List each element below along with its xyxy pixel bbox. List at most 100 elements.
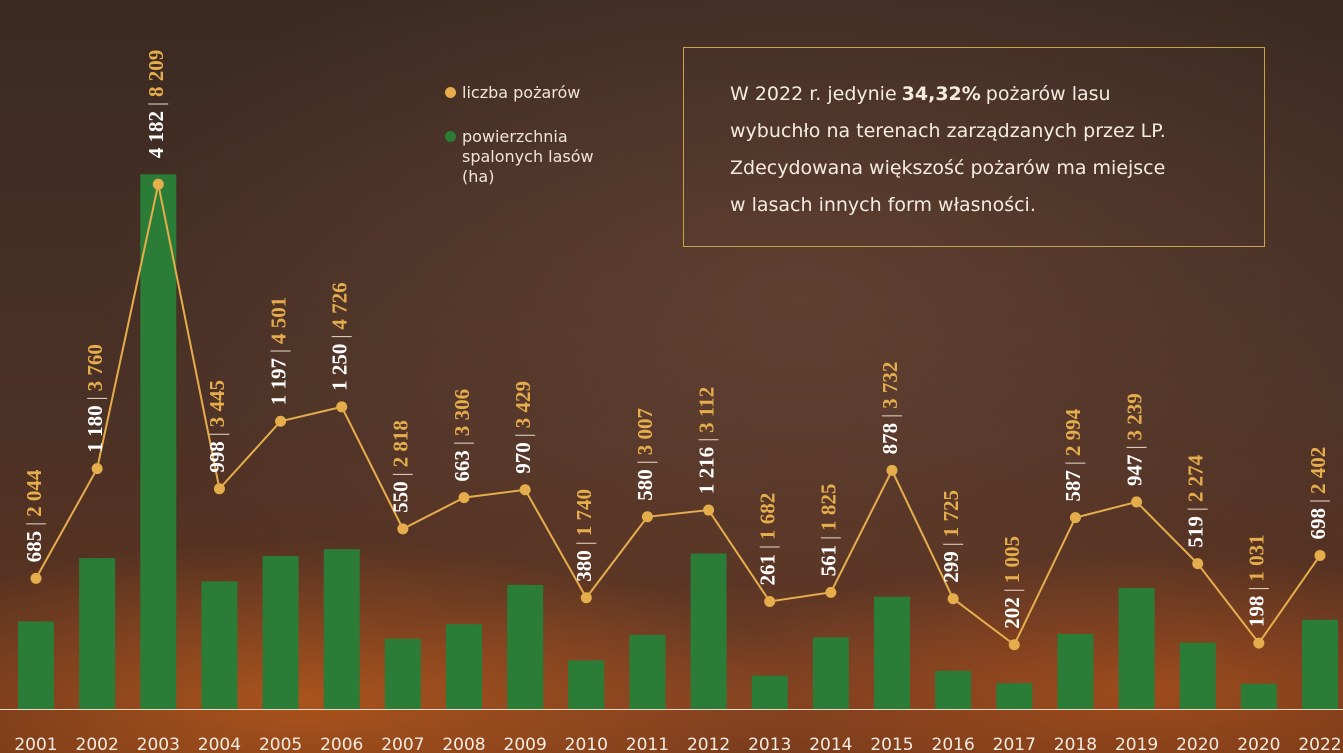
value-label: 2 274 [1184,454,1208,502]
value-label: 4 501 [266,297,290,344]
value-label: 4 182 [144,111,168,158]
line-point [764,596,775,607]
value-label: 1 180 [83,405,107,452]
legend-label: powierzchnia spalonych lasów (ha) [462,127,594,186]
x-tick-label: 2022 [1298,735,1341,753]
value-label: 947 [1122,454,1146,486]
line-point [825,587,836,598]
line-point [642,511,653,522]
bar [935,671,971,709]
value-label: 2 402 [1306,447,1330,494]
legend-item: liczba pożarów [462,83,580,103]
value-label: 4 726 [328,282,352,329]
bar [996,683,1032,709]
x-tick-label: 2003 [137,735,180,753]
bar [79,558,115,709]
value-label: 1 740 [572,489,596,536]
value-label: 3 007 [633,408,657,455]
value-label: 1 682 [756,493,780,540]
line-point [275,416,286,427]
info-text: Zdecydowana większość pożarów ma miejsce [730,157,1165,179]
legend-dot [445,131,456,142]
bar [1241,684,1277,709]
value-label: 3 306 [450,389,474,436]
info-text: w lasach innych form własności. [730,194,1036,216]
bar [691,554,727,709]
value-label: 561 [817,545,841,577]
line-point [214,483,225,494]
bar [1180,643,1216,709]
bar [263,556,299,709]
value-label: 519 [1184,516,1208,548]
value-label: 698 [1306,508,1330,540]
value-label: 1 005 [1000,536,1024,583]
value-label: 2 994 [1061,408,1085,456]
x-tick-label: 2012 [687,735,730,753]
line-point [703,505,714,516]
value-label: 3 732 [878,362,902,409]
value-label: 550 [389,481,413,513]
line-point [1315,550,1326,561]
line-point [92,463,103,474]
bar [1057,634,1093,709]
line-point [1070,512,1081,523]
value-label: 1 216 [694,447,718,494]
bar [140,174,176,709]
line-point [1009,639,1020,650]
x-tick-label: 2016 [932,735,975,753]
x-tick-label: 2018 [1054,735,1097,753]
value-label: 380 [572,550,596,582]
x-tick-label: 2015 [870,735,913,753]
legend-dot [445,87,456,98]
info-text: wybuchło na terenach zarządzanych przez … [730,120,1166,142]
line-point [397,523,408,534]
info-text: W 2022 r. jedynie [730,83,897,105]
value-label: 587 [1061,470,1085,502]
value-label: 202 [1000,597,1024,628]
value-label: 2 818 [389,420,413,467]
line-point [581,592,592,603]
x-tick-label: 2011 [626,735,669,753]
value-label: 998 [205,441,229,473]
line-point [1253,638,1264,649]
x-tick-label: 2007 [381,735,424,753]
legend-item: powierzchnia spalonych lasów (ha) [462,127,597,187]
line-point [336,401,347,412]
x-tick-label: 2006 [320,735,363,753]
value-label: 685 [22,531,46,563]
page: 20016852 04420021 1803 76020034 1828 209… [0,0,1343,753]
value-label: 8 209 [144,50,168,97]
bar [1119,588,1155,709]
value-label: 878 [878,423,902,455]
bar [568,660,604,709]
value-label: 1 825 [817,484,841,531]
info-text: pożarów lasu [986,83,1111,105]
line-point [520,484,531,495]
x-tick-label: 2020 [1237,735,1280,753]
x-tick-label: 2013 [748,735,791,753]
value-label: 580 [633,469,657,501]
x-tick-label: 2019 [1115,735,1158,753]
value-label: 2 044 [22,469,46,517]
x-tick-label: 2017 [993,735,1036,753]
bar [324,549,360,709]
line-point [153,179,164,190]
value-label: 3 760 [83,344,107,391]
x-tick-label: 2014 [809,735,852,753]
x-tick-label: 2008 [442,735,485,753]
value-label: 3 112 [694,387,718,433]
x-tick-label: 2009 [504,735,547,753]
value-label: 3 239 [1122,393,1146,440]
line-point [1131,496,1142,507]
bar [18,621,54,709]
line-point [1192,558,1203,569]
legend-label: liczba pożarów [462,83,580,102]
line-point [887,465,898,476]
bar [752,676,788,709]
x-tick-label: 2010 [565,735,608,753]
value-label: 1 250 [328,344,352,391]
x-tick-label: 2020 [1176,735,1219,753]
bar [507,585,543,709]
value-label: 970 [511,442,535,474]
